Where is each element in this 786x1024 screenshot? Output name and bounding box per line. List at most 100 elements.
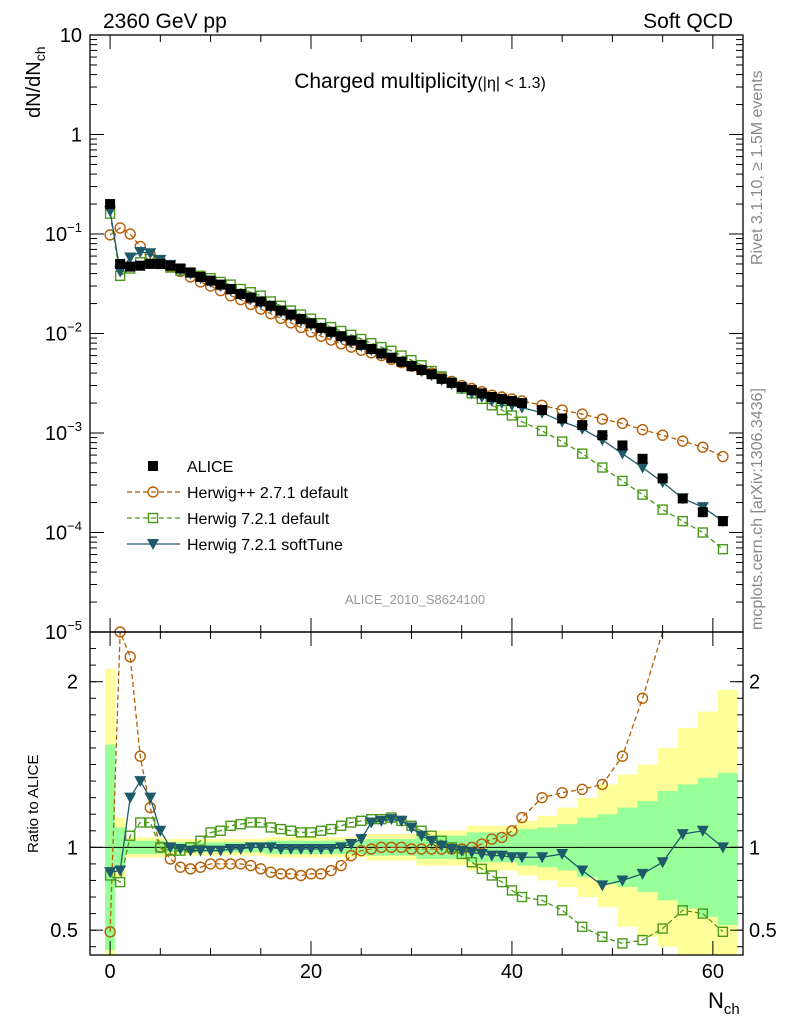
point-0-10 xyxy=(205,275,216,286)
y-tick-label-exp-3: −2 xyxy=(67,320,82,335)
series-line-3 xyxy=(109,210,724,522)
ratio-point-1-3 xyxy=(135,817,146,828)
ratio-point-1-38 xyxy=(486,870,498,881)
point-0-42 xyxy=(537,405,548,416)
mcplots-label: mcplots.cern.ch [arXiv:1306.3436] xyxy=(749,388,766,630)
y-tick-label-0: 10 xyxy=(60,25,82,47)
series-line-1 xyxy=(109,227,724,458)
ratio-point-0-39 xyxy=(496,831,508,844)
ratio-point-2-23 xyxy=(335,842,348,854)
ratio-point-2-31 xyxy=(415,830,428,842)
point-0-41 xyxy=(516,398,527,409)
y-tick-label-base-3: 10 xyxy=(45,324,67,346)
ratio-point-1-49 xyxy=(677,905,688,916)
point-0-15 xyxy=(255,296,266,307)
y-tick-label-exp-4: −3 xyxy=(67,419,82,434)
ratio-point-1-45 xyxy=(597,931,608,942)
ratio-point-2-47 xyxy=(636,868,649,880)
ratio-point-2-33 xyxy=(435,840,448,852)
point-3-3 xyxy=(134,246,147,258)
y-tick-label-2: 10−1 xyxy=(45,220,82,246)
ratio-point-1-16 xyxy=(265,822,277,833)
y-tick-label-base-6: 10 xyxy=(45,622,67,644)
ratio-point-2-18 xyxy=(284,843,297,855)
point-0-0 xyxy=(105,199,116,210)
analysis-id: ALICE_2010_S8624100 xyxy=(345,592,485,607)
ratio-point-1-37 xyxy=(476,863,487,875)
point-0-22 xyxy=(326,326,337,337)
legend-label-0: ALICE xyxy=(187,459,233,476)
ratio-point-0-2 xyxy=(124,651,136,663)
y-tick-label-base-5: 10 xyxy=(45,523,67,545)
series-0 xyxy=(105,199,728,527)
ratio-series-group xyxy=(90,626,743,949)
point-0-17 xyxy=(275,305,286,316)
ratio-point-0-14 xyxy=(245,859,257,872)
ratio-point-0-47 xyxy=(636,692,649,704)
legend-label-3: Herwig 7.2.1 softTune xyxy=(187,537,343,554)
plot-title-cut: (|η| < 1.3) xyxy=(477,75,545,92)
ratio-point-0-3 xyxy=(134,750,146,762)
legend-marker-3 xyxy=(147,539,159,550)
ratio-point-2-32 xyxy=(425,835,438,847)
x-axis-label: Nch xyxy=(708,988,740,1018)
x-axis-label-sub: ch xyxy=(724,1001,740,1018)
legend-marker-1 xyxy=(147,486,159,498)
point-0-43 xyxy=(557,413,568,424)
ratio-point-0-41 xyxy=(516,811,528,824)
ratio-point-1-11 xyxy=(215,825,226,836)
ratio-point-1-41 xyxy=(516,891,528,903)
ratio-point-1-43 xyxy=(556,905,568,916)
ratio-point-1-42 xyxy=(536,895,548,906)
ratio-point-2-36 xyxy=(465,847,478,859)
ratio-point-1-9 xyxy=(195,835,206,846)
point-0-50 xyxy=(697,507,708,518)
point-1-44 xyxy=(576,408,588,420)
ratio-series-0 xyxy=(104,626,664,938)
point-0-6 xyxy=(165,260,176,271)
ratio-point-2-12 xyxy=(224,843,237,855)
ratio-point-0-40 xyxy=(506,825,518,837)
ratio-point-1-22 xyxy=(325,823,337,835)
point-2-49 xyxy=(677,515,688,527)
ratio-point-2-10 xyxy=(204,845,217,857)
ratio-point-1-48 xyxy=(657,923,668,934)
ratio-point-2-42 xyxy=(536,852,549,864)
point-0-46 xyxy=(617,440,628,451)
ratio-point-2-7 xyxy=(174,843,187,855)
ratio-point-1-4 xyxy=(145,817,156,828)
ratio-point-2-46 xyxy=(616,875,629,887)
legend-label-2: Herwig 7.2.1 default xyxy=(187,511,330,528)
point-2-51 xyxy=(717,543,729,555)
point-0-23 xyxy=(336,331,347,342)
x-axis-label-main: N xyxy=(708,988,724,1013)
point-0-8 xyxy=(185,267,196,278)
point-0-48 xyxy=(657,473,668,484)
ratio-point-1-5 xyxy=(155,842,166,853)
point-0-24 xyxy=(346,335,357,346)
ratio-point-1-47 xyxy=(637,934,648,946)
ratio-point-1-51 xyxy=(717,926,729,938)
point-0-30 xyxy=(406,361,417,372)
header-left: 2360 GeV pp xyxy=(103,10,227,33)
main-series-group xyxy=(104,199,729,555)
point-0-16 xyxy=(265,300,276,311)
legend-entry-1: Herwig++ 2.7.1 default xyxy=(127,485,349,502)
ratio-point-2-39 xyxy=(495,850,508,862)
y-axis-label-sub: ch xyxy=(32,47,48,62)
point-0-47 xyxy=(637,453,648,464)
legend-entry-0: ALICE xyxy=(148,459,233,476)
ratio-point-2-5 xyxy=(154,825,167,837)
ratio-point-1-21 xyxy=(315,825,327,836)
point-1-49 xyxy=(677,435,689,447)
point-0-36 xyxy=(466,385,477,396)
ratio-point-0-6 xyxy=(164,853,177,865)
point-0-33 xyxy=(436,373,447,384)
point-0-37 xyxy=(476,388,487,399)
ratio-point-0-21 xyxy=(315,868,327,880)
ratio-point-2-11 xyxy=(214,845,227,857)
point-2-44 xyxy=(577,448,588,459)
ratio-point-2-28 xyxy=(385,814,398,826)
point-2-43 xyxy=(556,436,568,447)
